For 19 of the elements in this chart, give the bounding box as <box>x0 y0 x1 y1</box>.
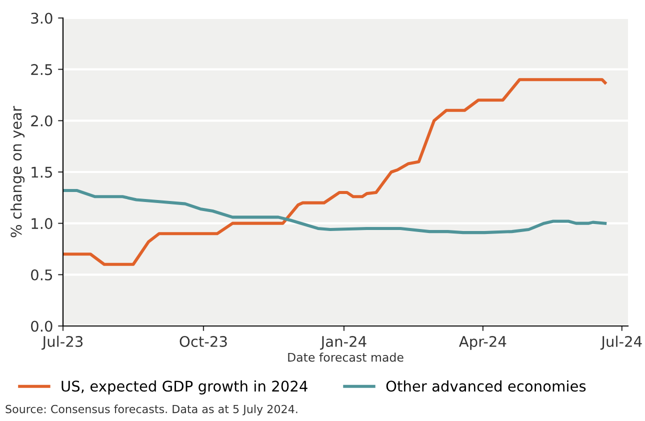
x-tick-label: Jul-23 <box>42 336 83 350</box>
y-tick-label: 0.5 <box>31 269 52 280</box>
y-tick-label: 1.0 <box>32 218 52 230</box>
legend-label: Other advanced economies <box>386 380 586 392</box>
x-tick-label: Jan-24 <box>320 336 366 350</box>
x-axis-title: Date forecast made <box>288 352 404 362</box>
y-axis-title: % change on year <box>10 106 25 238</box>
line-series <box>63 78 607 266</box>
y-tick-label: 3.0 <box>31 12 52 24</box>
line-series <box>63 188 607 234</box>
source-note: Source: Consensus forecasts. Data as at 5 July 2024. <box>6 404 298 416</box>
x-tick-label: Oct-23 <box>180 336 227 348</box>
y-tick-label: 0.0 <box>31 320 52 332</box>
x-tick-label: Apr-24 <box>458 336 506 350</box>
x-tick-label: Jul-24 <box>600 336 642 350</box>
y-tick-label: 2.0 <box>31 115 52 126</box>
y-tick-label: 1.5 <box>32 166 52 178</box>
legend-label: US, expected GDP growth in 2024 <box>62 380 308 394</box>
y-tick-label: 2.5 <box>31 64 52 76</box>
